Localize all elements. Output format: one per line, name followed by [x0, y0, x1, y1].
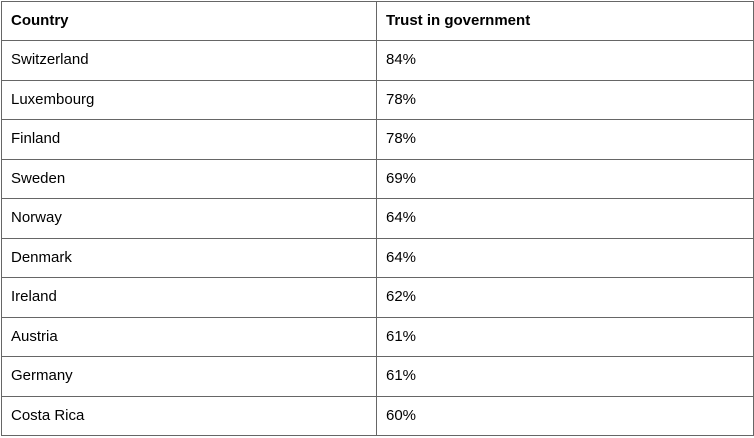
table-row: Germany 61% — [1, 356, 754, 397]
table-row: Costa Rica 60% — [1, 395, 754, 436]
trust-cell: 84% — [376, 40, 754, 81]
country-cell: Switzerland — [1, 40, 377, 81]
country-cell: Finland — [1, 119, 377, 160]
trust-cell: 64% — [376, 198, 754, 239]
table-row: Luxembourg 78% — [1, 79, 754, 120]
header-row: Country Trust in government — [1, 1, 754, 41]
table-row: Switzerland 84% — [1, 40, 754, 81]
country-cell: Luxembourg — [1, 79, 377, 120]
table-row: Norway 64% — [1, 198, 754, 239]
country-cell: Norway — [1, 198, 377, 239]
country-cell: Austria — [1, 316, 377, 357]
table-row: Austria 61% — [1, 316, 754, 357]
trust-cell: 61% — [376, 356, 754, 397]
trust-cell: 64% — [376, 237, 754, 278]
table-body: Switzerland 84% Luxembourg 78% Finland 78% Swe… — [1, 40, 754, 436]
trust-cell: 62% — [376, 277, 754, 318]
country-cell: Ireland — [1, 277, 377, 318]
trust-cell: 69% — [376, 158, 754, 199]
trust-cell: 78% — [376, 79, 754, 120]
table-row: Denmark 64% — [1, 237, 754, 278]
country-cell: Germany — [1, 356, 377, 397]
table-row: Ireland 62% — [1, 277, 754, 318]
country-cell: Costa Rica — [1, 395, 377, 436]
country-column-header: Country — [1, 1, 377, 41]
country-cell: Sweden — [1, 158, 377, 199]
trust-cell: 61% — [376, 316, 754, 357]
table-row: Sweden 69% — [1, 158, 754, 199]
trust-column-header: Trust in government — [376, 1, 754, 41]
country-cell: Denmark — [1, 237, 377, 278]
table-row: Finland 78% — [1, 119, 754, 160]
trust-cell: 60% — [376, 395, 754, 436]
trust-cell: 78% — [376, 119, 754, 160]
